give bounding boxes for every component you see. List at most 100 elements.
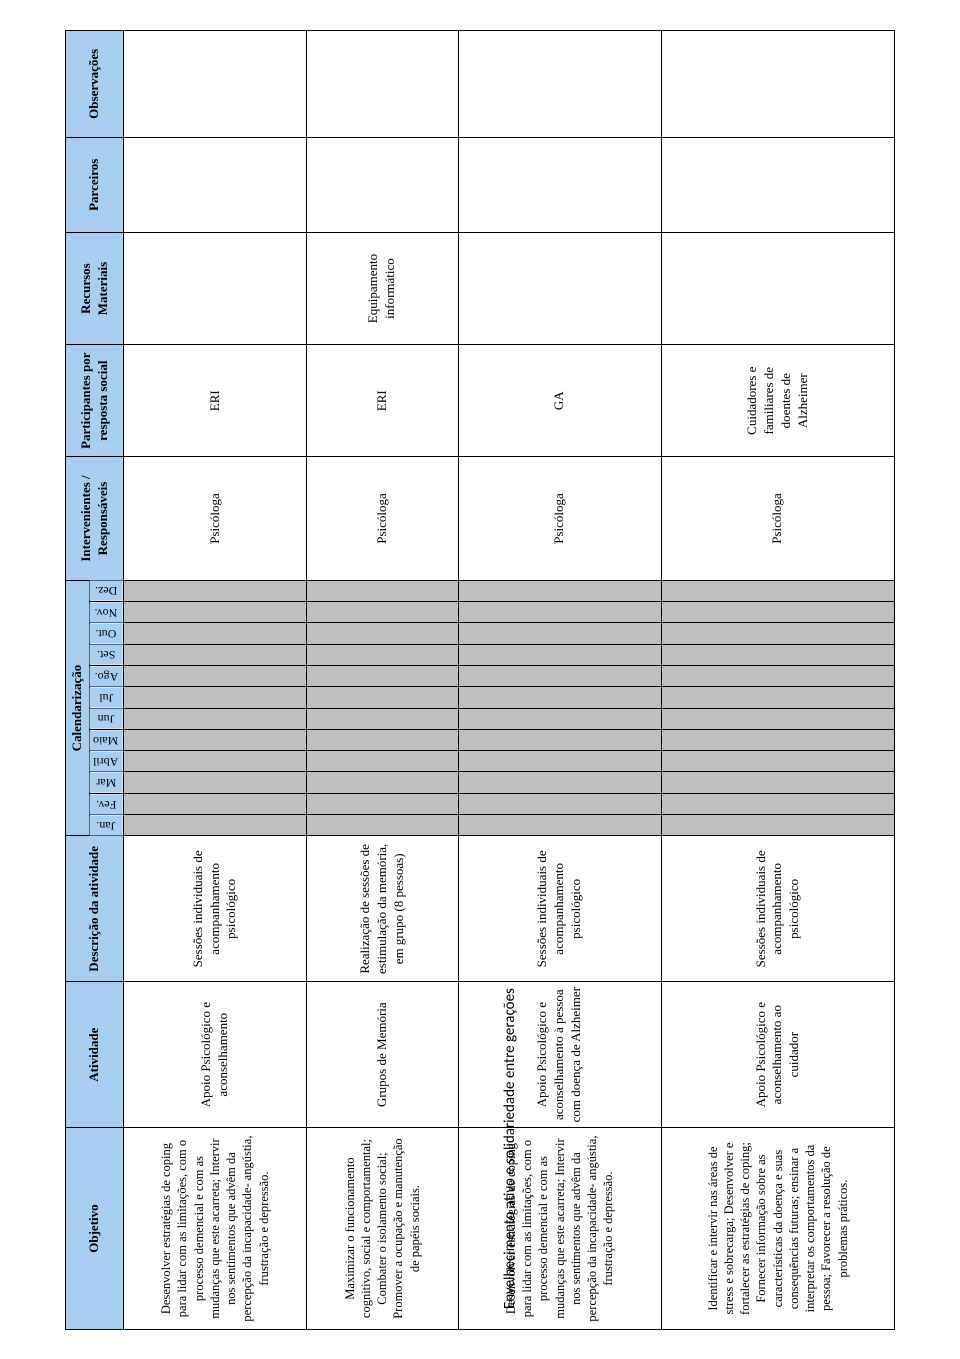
month-header-7: Ago. xyxy=(89,665,123,686)
cell-month-4 xyxy=(458,729,661,750)
cell-month-11 xyxy=(661,580,894,601)
cell-month-9 xyxy=(306,623,458,644)
cell-month-2 xyxy=(306,772,458,793)
table-body: Desenvolver estratégias de coping para l… xyxy=(124,31,895,1330)
cell-intervenientes: Psicóloga xyxy=(124,457,307,580)
month-header-1: Fev. xyxy=(89,793,123,814)
table-row: Desenvolver estratégias de coping para l… xyxy=(458,31,661,1330)
cell-month-7 xyxy=(661,665,894,686)
cell-month-1 xyxy=(458,793,661,814)
header-parceiros: Parceiros xyxy=(66,137,124,232)
month-header-5: Jun xyxy=(89,708,123,729)
cell-month-5 xyxy=(124,708,307,729)
cell-objetivo: Maximizar o funcionamento cognitivo, soc… xyxy=(306,1128,458,1330)
header-atividade: Atividade xyxy=(66,982,124,1128)
cell-month-4 xyxy=(306,729,458,750)
cell-month-6 xyxy=(124,687,307,708)
header-observacoes: Observações xyxy=(66,31,124,138)
cell-month-8 xyxy=(458,644,661,665)
cell-parceiros xyxy=(124,137,307,232)
cell-descricao: Realização de sessões de estimulação da … xyxy=(306,836,458,982)
cell-recursos xyxy=(458,232,661,344)
cell-month-3 xyxy=(458,751,661,772)
cell-month-11 xyxy=(124,580,307,601)
cell-month-1 xyxy=(124,793,307,814)
cell-month-2 xyxy=(661,772,894,793)
cell-month-3 xyxy=(661,751,894,772)
cell-descricao: Sessões individuais de acompanhamento ps… xyxy=(124,836,307,982)
cell-recursos xyxy=(124,232,307,344)
cell-recursos xyxy=(661,232,894,344)
cell-month-5 xyxy=(306,708,458,729)
cell-month-9 xyxy=(661,623,894,644)
month-header-2: Mar xyxy=(89,772,123,793)
cell-month-11 xyxy=(306,580,458,601)
cell-intervenientes: Psicóloga xyxy=(306,457,458,580)
cell-intervenientes: Psicóloga xyxy=(661,457,894,580)
cell-atividade: Apoio Psicológico e aconselhamento ao cu… xyxy=(661,982,894,1128)
cell-month-6 xyxy=(458,687,661,708)
header-participantes: Participantes por resposta social xyxy=(66,345,124,457)
month-header-8: Set. xyxy=(89,644,123,665)
cell-month-7 xyxy=(124,665,307,686)
table-row: Desenvolver estratégias de coping para l… xyxy=(124,31,307,1330)
cell-month-8 xyxy=(661,644,894,665)
cell-month-6 xyxy=(306,687,458,708)
cell-participantes: GA xyxy=(458,345,661,457)
month-header-4: Maio xyxy=(89,729,123,750)
cell-atividade: Apoio Psicológico e aconselhamento à pes… xyxy=(458,982,661,1128)
activity-table-container: Objetivo Atividade Descrição da atividad… xyxy=(0,265,960,1095)
cell-objetivo: Identificar e intervir nas áreas de stre… xyxy=(661,1128,894,1330)
header-objetivo: Objetivo xyxy=(66,1128,124,1330)
cell-objetivo: Desenvolver estratégias de coping para l… xyxy=(124,1128,307,1330)
cell-descricao: Sessões individuais de acompanhamento ps… xyxy=(458,836,661,982)
header-descricao: Descrição da atividade xyxy=(66,836,124,982)
cell-atividade: Grupos de Memória xyxy=(306,982,458,1128)
cell-month-6 xyxy=(661,687,894,708)
cell-month-10 xyxy=(124,602,307,623)
month-header-0: Jan. xyxy=(89,815,123,836)
cell-month-10 xyxy=(661,602,894,623)
header-calendarizacao: Calendarização xyxy=(66,580,90,836)
cell-parceiros xyxy=(306,137,458,232)
month-header-3: Abril xyxy=(89,751,123,772)
cell-month-10 xyxy=(458,602,661,623)
cell-month-5 xyxy=(458,708,661,729)
cell-month-0 xyxy=(661,815,894,836)
cell-observacoes xyxy=(306,31,458,138)
header-row-1: Objetivo Atividade Descrição da atividad… xyxy=(66,31,90,1330)
table-row: Maximizar o funcionamento cognitivo, soc… xyxy=(306,31,458,1330)
cell-month-3 xyxy=(124,751,307,772)
header-recursos: Recursos Materiais xyxy=(66,232,124,344)
month-header-11: Dez. xyxy=(89,580,123,601)
month-header-6: Jul xyxy=(89,687,123,708)
cell-month-8 xyxy=(306,644,458,665)
month-header-9: Out. xyxy=(89,623,123,644)
cell-month-4 xyxy=(124,729,307,750)
cell-observacoes xyxy=(661,31,894,138)
cell-month-0 xyxy=(458,815,661,836)
cell-participantes: ERI xyxy=(306,345,458,457)
cell-month-8 xyxy=(124,644,307,665)
cell-month-1 xyxy=(661,793,894,814)
cell-descricao: Sessões individuais de acompanhamento ps… xyxy=(661,836,894,982)
cell-atividade: Apoio Psicológico e aconselhamento xyxy=(124,982,307,1128)
table-row: Identificar e intervir nas áreas de stre… xyxy=(661,31,894,1330)
cell-parceiros xyxy=(458,137,661,232)
header-intervenientes: Intervenientes / Responsáveis xyxy=(66,457,124,580)
cell-intervenientes: Psicóloga xyxy=(458,457,661,580)
cell-parceiros xyxy=(661,137,894,232)
cell-month-10 xyxy=(306,602,458,623)
cell-observacoes xyxy=(124,31,307,138)
cell-month-11 xyxy=(458,580,661,601)
cell-month-0 xyxy=(124,815,307,836)
cell-participantes: ERI xyxy=(124,345,307,457)
cell-month-7 xyxy=(306,665,458,686)
cell-month-7 xyxy=(458,665,661,686)
cell-month-9 xyxy=(458,623,661,644)
activity-table: Objetivo Atividade Descrição da atividad… xyxy=(65,30,895,1330)
cell-month-4 xyxy=(661,729,894,750)
month-header-10: Nov. xyxy=(89,602,123,623)
cell-month-9 xyxy=(124,623,307,644)
cell-recursos: Equipamento informático xyxy=(306,232,458,344)
